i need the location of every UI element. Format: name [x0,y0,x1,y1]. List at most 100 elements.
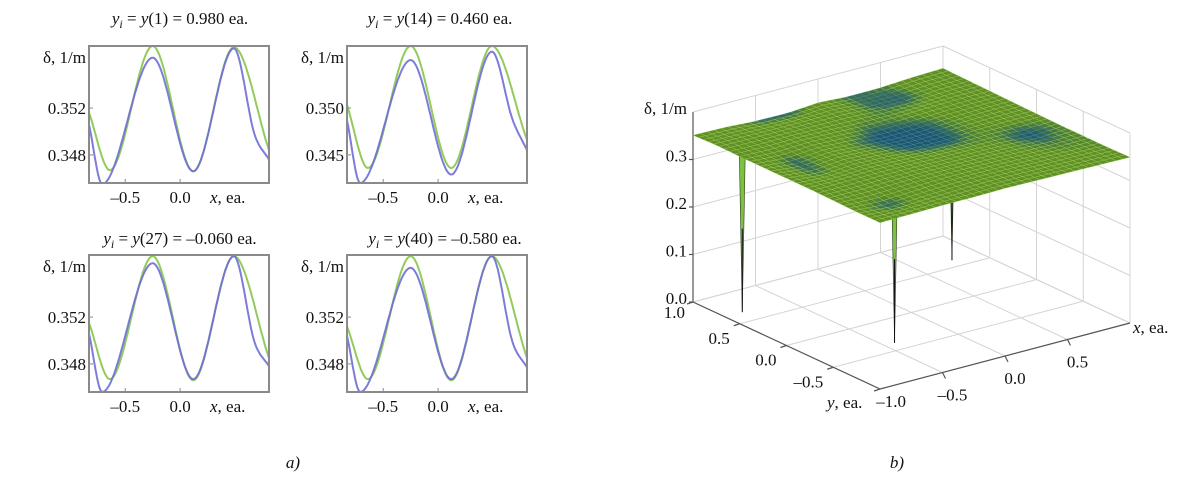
y-axis-label: y, ea. [825,393,862,412]
surface-plot-b: 0.0 0.1 0.2 0.3 δ, 1/m 1.0 0.5 0.0 –0.5 –1.0 –0.5 0… [644,45,1168,412]
x-axis-unit: , ea. [218,397,246,416]
z-tick-label: 0.2 [666,194,687,213]
y-tick-label: –1.0 [875,392,906,411]
x-axis-unit: , ea. [476,397,504,416]
series-line-2 [347,50,527,183]
series-line-1 [89,46,269,173]
x-tick-label: 0.0 [1004,369,1025,388]
title-eq: = [378,9,396,28]
grid-line [880,252,1068,340]
title-rest: (14) = 0.460 ea. [404,9,512,28]
title-rest: (27) = –0.060 ea. [140,229,257,248]
y-tick [780,344,787,349]
plot-frame [88,254,270,393]
x-tick-label: 0.0 [427,188,448,207]
grid-line [786,279,1037,346]
title-eq: = [379,229,397,248]
series-line-2 [89,255,269,392]
x-axis-label: x, ea. [467,397,503,416]
title-fn: y [130,229,140,248]
title-var: y [366,9,376,28]
y-tick-label: 0.352 [306,308,344,327]
x-tick-label: –0.5 [937,386,968,405]
y-tick-label: 1.0 [664,303,685,322]
x-axis-label: x, ea. [467,188,503,207]
x-tick-label: 0.5 [1067,353,1088,372]
x-axis-var: x [467,397,476,416]
title-var: y [101,229,111,248]
y-tick [827,366,834,370]
surface-cell [874,218,888,224]
title-fn: y [139,9,149,28]
title-subscript: i [119,17,122,31]
z-axis-label: δ, 1/m [644,99,687,118]
y-tick-label: 0.352 [48,308,86,327]
x-tick [1066,339,1072,346]
plot-frame [346,254,528,393]
title-fn: y [395,229,405,248]
y-axis-unit: , ea. [835,393,863,412]
series-line-2 [89,47,269,183]
x-axis-var: x [467,188,476,207]
x-tick-label: 0.0 [169,188,190,207]
grid-line [739,257,990,325]
x-axis-unit: , ea. [476,188,504,207]
y-tick-label: 0.5 [709,329,730,348]
x-tick [941,372,947,379]
series-line-1 [347,46,527,170]
grid-line [692,235,944,303]
z-tick-label: 0.0 [666,289,687,308]
z-tick-label: 0.3 [666,147,687,166]
y-axis-label: δ, 1/m [43,257,86,276]
y-tick-label: 0.0 [755,351,776,370]
title-var: y [110,9,120,28]
x-tick-label: –0.5 [109,397,140,416]
grid-line [942,45,1131,134]
x-axis-var: x [209,188,218,207]
x-tick-label: –0.5 [109,188,140,207]
y-tick-label: –0.5 [793,372,824,391]
y-tick-label: 0.348 [306,355,344,374]
title-subscript: i [111,237,114,251]
x-axis-var: x [209,397,218,416]
panel-title: yi = y(14) = 0.460 ea. [366,9,513,31]
grid-line [942,235,1131,324]
panel-title: yi = y(1) = 0.980 ea. [110,9,248,31]
x-tick-label: –0.5 [367,188,398,207]
grid-line [692,45,944,113]
x-axis-unit: , ea. [218,188,246,207]
x-tick-label: 0.0 [427,397,448,416]
title-subscript: i [375,17,378,31]
x-axis-label: x, ea. [209,188,245,207]
title-subscript: i [376,237,379,251]
plot-frame [346,45,528,184]
y-tick-label: 0.348 [48,146,86,165]
title-rest: (1) = 0.980 ea. [148,9,248,28]
series-line-2 [347,255,527,392]
plot-frame [88,45,270,184]
y-axis-label: δ, 1/m [301,257,344,276]
y-tick-label: 0.345 [306,146,344,165]
title-var: y [366,229,376,248]
x-tick-label: 0.0 [169,397,190,416]
title-eq: = [123,9,141,28]
caption-a: a) [286,453,301,472]
x-axis-label: x, ea. [1132,318,1168,337]
x-axis-unit: , ea. [1141,318,1169,337]
title-rest: (40) = –0.580 ea. [405,229,522,248]
y-axis-label: δ, 1/m [43,48,86,67]
x-tick [1004,355,1009,363]
y-tick [686,301,694,305]
caption-b: b) [890,453,905,472]
x-tick-label: –0.5 [367,397,398,416]
z-tick-label: 0.1 [666,242,687,261]
y-tick-label: 0.350 [306,99,344,118]
y-tick [733,323,740,327]
title-fn: y [395,9,405,28]
x-axis-label: x, ea. [209,397,245,416]
